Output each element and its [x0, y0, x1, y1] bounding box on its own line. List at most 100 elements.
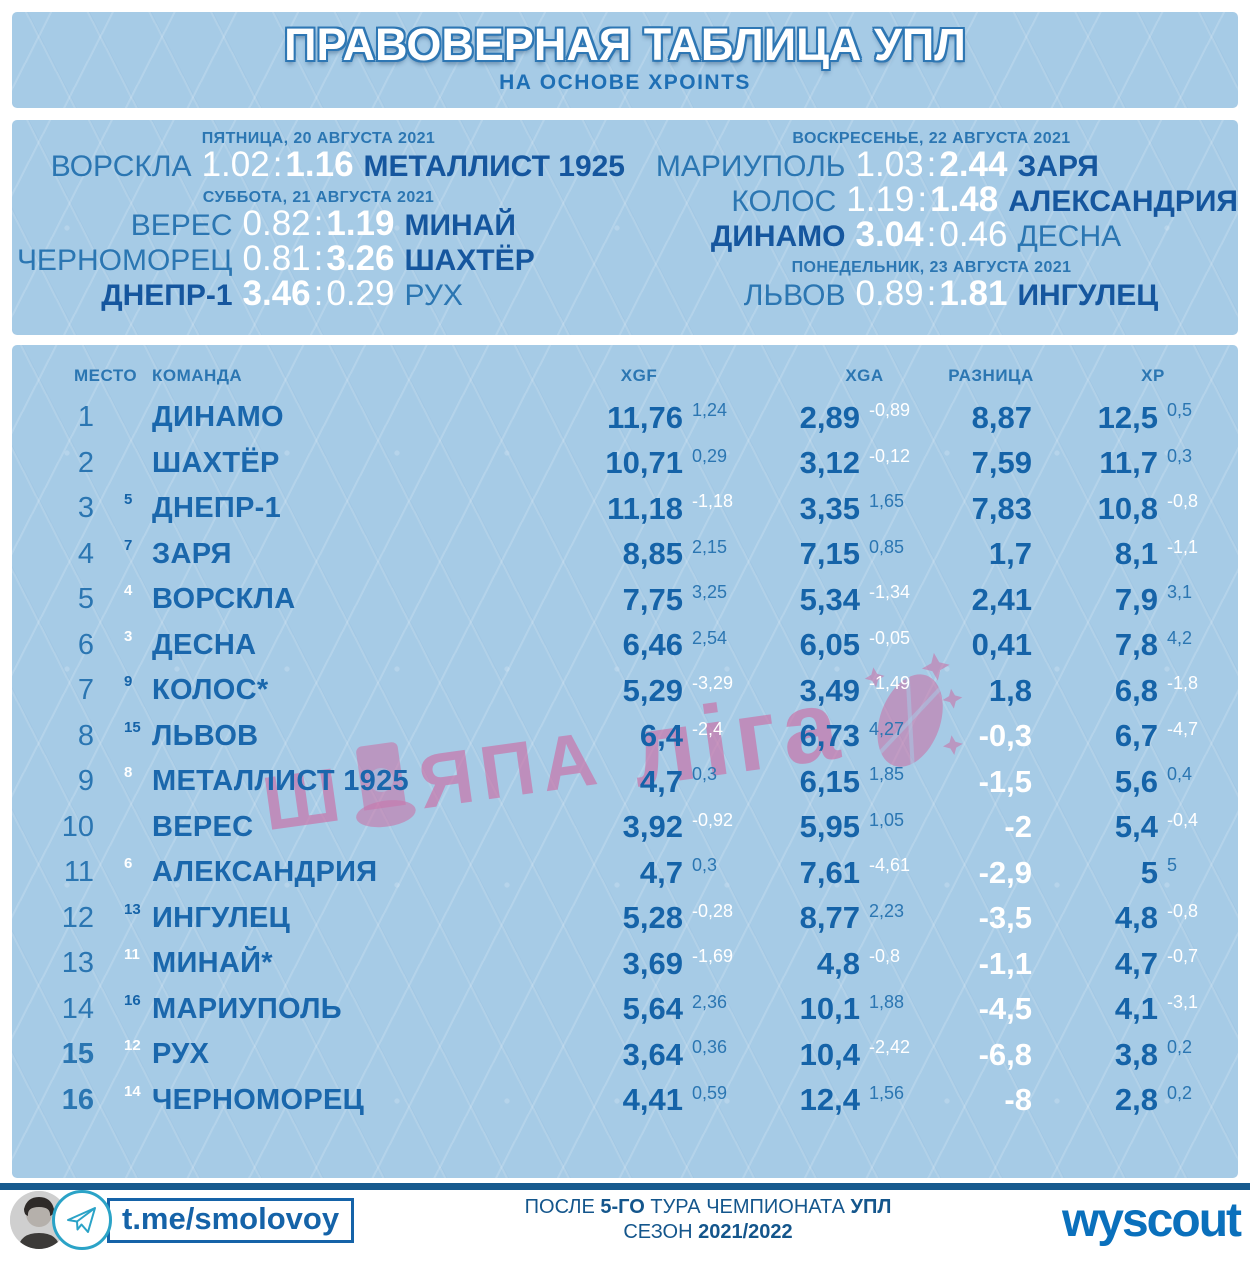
xgf-value: 3,92 — [622, 809, 683, 845]
team-name: АЛЕКСАНДРИЯ — [152, 856, 378, 889]
xp-value: 5,4 — [1114, 809, 1158, 845]
xp-value: 12,5 — [1097, 399, 1158, 435]
table-row: 13 11 МИНАЙ* 3,69 -1,69 4,8 -0,8 -1,1 4,… — [32, 941, 1210, 987]
xga-value: 12,4 — [799, 1082, 860, 1118]
previous-position: 7 — [124, 536, 133, 554]
previous-position: 8 — [124, 764, 133, 782]
previous-position: 9 — [124, 673, 133, 691]
previous-position: 12 — [124, 1037, 141, 1055]
team-name: РУХ — [152, 1038, 210, 1071]
fixtures-panel: ПЯТНИЦА, 20 АВГУСТА 2021 ВОРСКЛА 1.02:1.… — [12, 120, 1238, 335]
home-team: ДНЕПР-1 — [101, 279, 233, 312]
xgf-delta: -2,4 — [692, 718, 724, 739]
xgf-delta: 2,36 — [692, 991, 728, 1012]
xp-delta: 0,3 — [1167, 445, 1193, 466]
xga-delta: 2,23 — [869, 900, 905, 921]
xga-delta: -1,34 — [869, 582, 911, 603]
xga-value: 7,15 — [799, 536, 860, 572]
home-team: ЛЬВОВ — [743, 279, 846, 312]
score-separator: : — [313, 239, 324, 278]
score-separator: : — [926, 145, 937, 184]
difference-value: -1,5 — [978, 763, 1032, 799]
paper-plane-icon — [67, 1207, 96, 1233]
fixture-date: СУББОТА, 21 АВГУСТА 2021 — [202, 189, 435, 206]
score-separator: : — [313, 204, 324, 243]
match-result: ДИНАМО 3.04:0.46 ДЕСНА — [625, 215, 1238, 254]
xgf-value: 5,64 — [622, 991, 683, 1027]
match-result: ЛЬВОВ 0.89:1.81 ИНГУЛЕЦ — [625, 276, 1238, 312]
xp-value: 8,1 — [1114, 536, 1158, 572]
away-xg: 1.19 — [326, 204, 395, 243]
match-result: ВЕРЕС 0.82:1.19 МИНАЙ — [12, 204, 625, 243]
home-team: ВОРСКЛА — [50, 150, 192, 183]
footer-divider — [0, 1183, 1250, 1190]
xga-delta: -1,49 — [869, 673, 911, 694]
difference-value: -4,5 — [978, 991, 1032, 1027]
home-xg: 1.19 — [846, 180, 915, 219]
xp-delta: -4,7 — [1167, 718, 1199, 739]
xga-value: 2,89 — [799, 399, 860, 435]
xp-delta: 0,5 — [1167, 400, 1193, 421]
xp-delta: 0,2 — [1167, 1037, 1193, 1058]
home-team: ДИНАМО — [710, 220, 846, 253]
xgf-delta: -1,18 — [692, 491, 734, 512]
xp-value: 7,9 — [1114, 581, 1158, 617]
previous-position: 16 — [124, 991, 141, 1009]
place-number: 4 — [77, 537, 94, 570]
xga-value: 10,4 — [799, 1036, 860, 1072]
score-separator: : — [917, 180, 928, 219]
previous-position: 13 — [124, 900, 141, 918]
xga-value: 10,1 — [799, 991, 860, 1027]
telegram-link[interactable]: t.me/smolovoy — [107, 1197, 355, 1243]
match-score: 0.81:3.26 — [242, 239, 395, 278]
away-xg: 3.26 — [326, 239, 395, 278]
difference-value: -6,8 — [978, 1036, 1032, 1072]
xgf-delta: 0,36 — [692, 1037, 728, 1058]
place-number: 16 — [61, 1083, 94, 1116]
table-row: 6 3 ДЕСНА 6,46 2,54 6,05 -0,05 0,41 7,8 … — [32, 623, 1210, 669]
place-number: 3 — [77, 492, 94, 525]
place-number: 6 — [77, 628, 94, 661]
match-score: 0.82:1.19 — [243, 204, 395, 243]
xp-delta: 0,2 — [1167, 1082, 1193, 1103]
home-xg: 0.81 — [242, 239, 311, 278]
xgf-delta: -0,92 — [692, 809, 734, 830]
xga-delta: 1,88 — [869, 991, 905, 1012]
team-name: ЗАРЯ — [152, 537, 232, 570]
column-header-xga: XGA — [845, 366, 884, 385]
away-team: ШАХТЁР — [404, 244, 535, 277]
footer-caption-line1: ПОСЛЕ 5-ГО ТУРА ЧЕМПИОНАТА УПЛ — [524, 1196, 892, 1218]
table-row: 5 4 ВОРСКЛА 7,75 3,25 5,34 -1,34 2,41 7,… — [32, 577, 1210, 623]
place-number: 14 — [61, 992, 94, 1025]
team-name: ДИНАМО — [152, 401, 284, 434]
column-header-difference: РАЗНИЦА — [948, 366, 1034, 385]
column-header-team: КОМАНДА — [152, 366, 243, 385]
watermark: Ш ЯПА ліга — [254, 641, 978, 869]
xp-value: 4,1 — [1114, 991, 1158, 1027]
previous-position: 3 — [124, 627, 133, 645]
xga-delta: -0,8 — [869, 946, 901, 967]
previous-position: 14 — [124, 1082, 141, 1100]
match-score: 0.89:1.81 — [856, 276, 1008, 311]
team-name: МИНАЙ* — [152, 947, 273, 980]
home-team: ВЕРЕС — [130, 209, 233, 242]
xgf-delta: 3,25 — [692, 582, 728, 603]
page-title: ПРАВОВЕРНАЯ ТАБЛИЦА УПЛ — [284, 19, 966, 70]
fixture-day-group: ПОНЕДЕЛЬНИК, 23 АВГУСТА 2021 ЛЬВОВ 0.89:… — [625, 253, 1238, 312]
xp-delta: -0,8 — [1167, 491, 1199, 512]
xgf-delta: -1,69 — [692, 946, 734, 967]
away-xg: 1.16 — [285, 145, 354, 184]
match-score: 3.46:0.29 — [243, 274, 395, 313]
xp-delta: -0,7 — [1167, 946, 1199, 967]
score-separator: : — [313, 274, 324, 313]
match-result: МАРИУПОЛЬ 1.03:2.44 ЗАРЯ — [625, 145, 1238, 184]
xgf-value: 6,46 — [622, 627, 683, 663]
table-row: 9 8 МЕТАЛЛИСТ 1925 4,7 0,3 6,15 1,85 -1,… — [32, 759, 1210, 805]
away-xg: 0.46 — [939, 215, 1008, 254]
match-score: 1.19:1.48 — [846, 180, 998, 219]
xga-value: 8,77 — [799, 900, 860, 936]
table-row: 16 14 ЧЕРНОМОРЕЦ 4,41 0,59 12,4 1,56 -8 … — [32, 1078, 1210, 1124]
difference-value: 7,83 — [971, 490, 1032, 526]
xp-delta: 5 — [1167, 855, 1178, 876]
previous-position: 11 — [124, 946, 140, 964]
